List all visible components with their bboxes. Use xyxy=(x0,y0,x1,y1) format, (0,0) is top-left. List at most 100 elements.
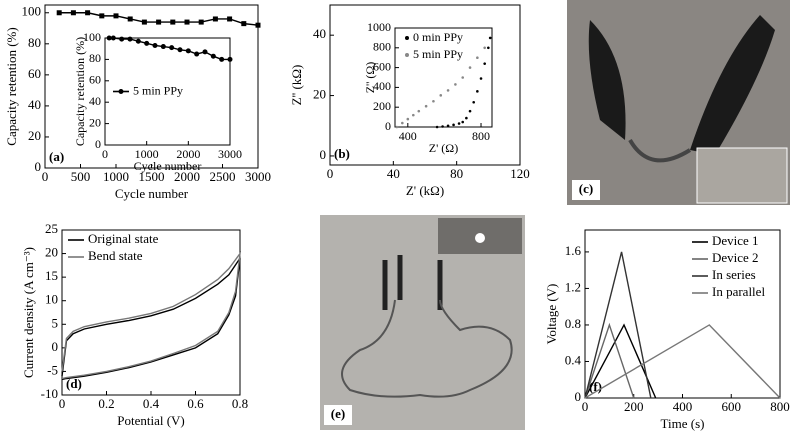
y-tick-label: 60 xyxy=(89,73,101,87)
y-tick-label: 1.2 xyxy=(565,279,581,294)
y-tick-label: 10 xyxy=(45,292,58,307)
x-tick-label: 0 xyxy=(327,166,334,181)
marker xyxy=(454,83,457,86)
marker xyxy=(457,122,461,125)
legend-label: In series xyxy=(712,267,756,282)
marker xyxy=(417,109,421,113)
x-tick-label: 400 xyxy=(673,399,693,414)
y-axis-label: Capacity retention (%) xyxy=(73,37,87,146)
x-tick-label: 0 xyxy=(42,169,49,184)
y-tick-label: 1.6 xyxy=(565,243,582,258)
marker xyxy=(483,62,486,65)
y-axis-label: Voltage (V) xyxy=(544,284,559,345)
y-tick-label: 20 xyxy=(313,87,326,102)
x-tick-label: 1000 xyxy=(103,169,129,184)
panel-label: (e) xyxy=(331,406,345,421)
y-tick-label: 0.8 xyxy=(565,316,581,331)
marker xyxy=(135,38,141,44)
x-tick-label: 120 xyxy=(510,166,530,181)
y-axis-label: Current density (A cm⁻³) xyxy=(21,247,36,378)
marker xyxy=(99,13,105,19)
legend-label: Device 2 xyxy=(712,250,759,265)
marker xyxy=(119,36,125,42)
x-tick-label: 2500 xyxy=(210,169,236,184)
wire xyxy=(628,138,692,163)
x-tick-label: 40 xyxy=(387,166,400,181)
marker xyxy=(488,36,492,40)
marker xyxy=(483,46,486,50)
y-tick-label: 5 xyxy=(52,315,59,330)
marker xyxy=(144,40,150,46)
y-tick-label: 600 xyxy=(373,59,391,73)
led xyxy=(475,233,485,243)
marker xyxy=(127,36,133,42)
y-tick-label: 25 xyxy=(45,221,58,236)
line xyxy=(584,323,657,399)
legend-swatch xyxy=(405,53,409,57)
x-tick-label: 3000 xyxy=(245,169,271,184)
y-tick-label: 200 xyxy=(373,99,391,113)
marker xyxy=(194,51,200,57)
legend-marker xyxy=(118,89,124,94)
y-axis-label: Z'' (kΩ) xyxy=(289,65,304,106)
x-tick-label: 0.8 xyxy=(232,396,248,411)
legend-label: Bend state xyxy=(88,248,143,263)
clip xyxy=(588,20,626,140)
marker xyxy=(152,42,158,48)
x-tick-label: 80 xyxy=(450,166,463,181)
marker xyxy=(439,94,443,97)
marker xyxy=(446,89,450,92)
y-tick-label: 0 xyxy=(52,339,59,354)
y-tick-label: 0 xyxy=(575,389,582,404)
marker xyxy=(476,56,479,59)
marker xyxy=(56,10,62,16)
photo-e: (e) xyxy=(320,215,525,430)
x-tick-label: 0 xyxy=(582,399,589,414)
marker xyxy=(177,47,183,53)
x-tick-label: 3000 xyxy=(218,147,242,161)
wire xyxy=(341,299,513,398)
line xyxy=(109,37,230,61)
panel: 0 1000 2000 3000 0 20 40 60 80 100 Cycle number Cap… xyxy=(73,30,242,173)
y-tick-label: 400 xyxy=(373,79,391,93)
marker xyxy=(70,10,76,16)
x-axis-label: Z' (Ω) xyxy=(429,141,458,155)
marker xyxy=(212,16,218,22)
marker xyxy=(141,19,147,25)
marker xyxy=(441,125,444,128)
x-tick-label: 200 xyxy=(624,399,644,414)
legend-label: 0 min PPy xyxy=(413,30,463,44)
label-bg xyxy=(572,180,600,200)
x-axis-label: Potential (V) xyxy=(117,413,185,428)
legend-swatch xyxy=(405,36,409,40)
panel-label: (d) xyxy=(66,376,82,391)
y-tick-label: 80 xyxy=(28,35,41,50)
y-tick-label: 800 xyxy=(373,40,391,54)
marker xyxy=(461,120,465,124)
plot-frame xyxy=(104,37,231,146)
photo-c: (c) xyxy=(567,0,790,205)
marker xyxy=(487,46,490,50)
marker xyxy=(113,13,119,19)
x-tick-label: 800 xyxy=(770,399,790,414)
x-tick-label: 0.6 xyxy=(187,396,204,411)
y-tick-label: 20 xyxy=(28,128,41,143)
marker xyxy=(227,56,233,62)
panel-label: (a) xyxy=(49,149,64,164)
y-tick-label: 0 xyxy=(320,147,327,162)
marker xyxy=(241,21,247,27)
marker xyxy=(156,19,162,25)
y-tick-label: 40 xyxy=(313,26,326,41)
marker xyxy=(476,90,479,93)
y-tick-label: 100 xyxy=(83,30,101,44)
panel-label: (c) xyxy=(579,181,593,196)
y-tick-label: 0.4 xyxy=(565,352,582,367)
marker xyxy=(465,116,468,120)
x-tick-label: 400 xyxy=(399,129,417,143)
y-tick-label: 0 xyxy=(35,159,42,174)
marker xyxy=(106,35,112,41)
marker xyxy=(160,44,166,50)
line xyxy=(584,251,652,399)
x-tick-label: 0.4 xyxy=(143,396,160,411)
